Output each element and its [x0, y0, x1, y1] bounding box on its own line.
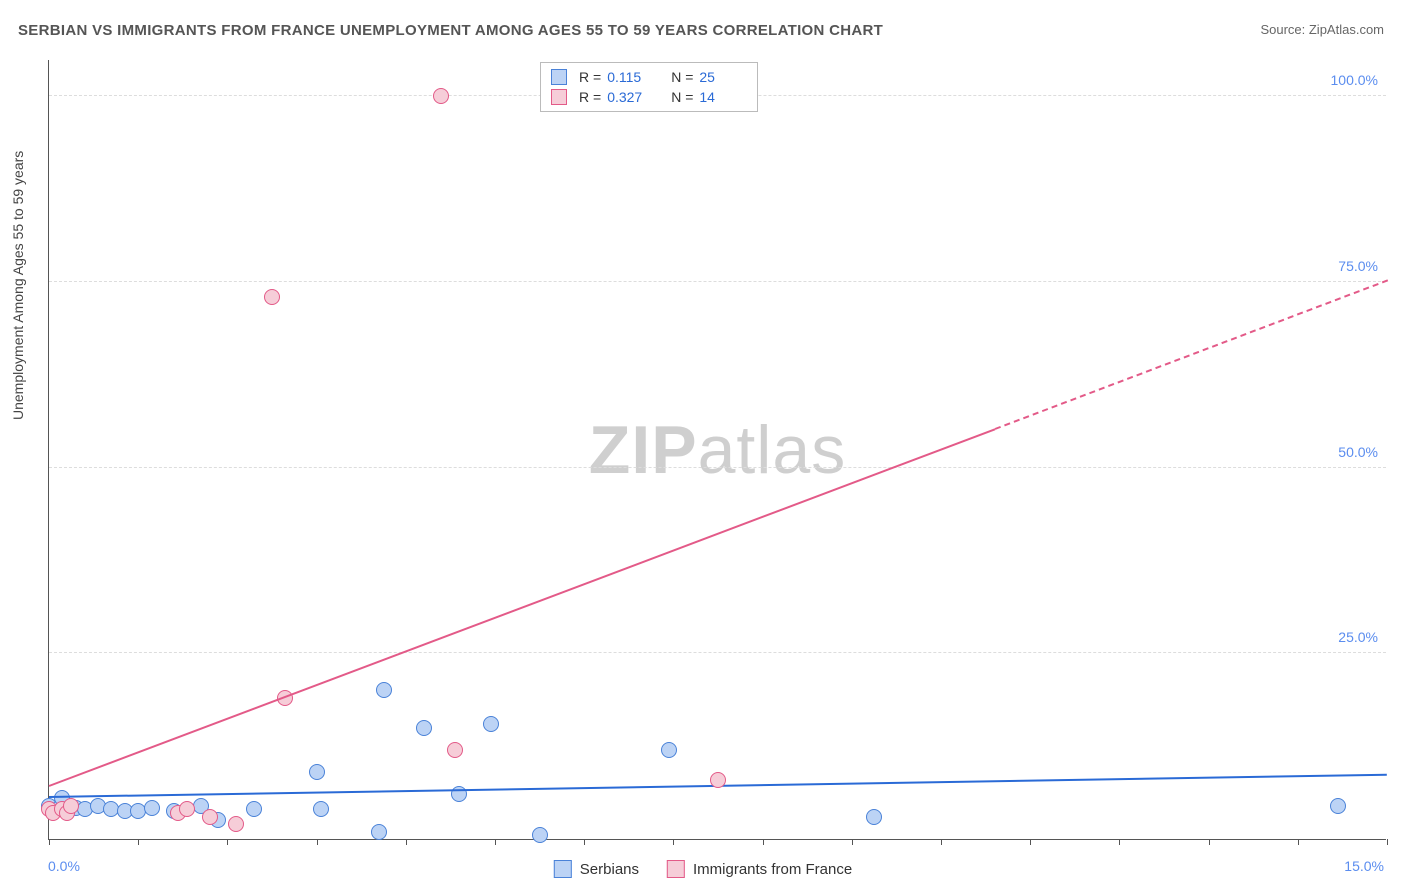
x-tick — [406, 839, 407, 845]
x-tick — [317, 839, 318, 845]
gridline — [49, 281, 1386, 282]
data-point — [483, 716, 499, 732]
x-tick — [1209, 839, 1210, 845]
legend-item: Immigrants from France — [667, 860, 852, 878]
n-label: N = — [671, 89, 693, 105]
legend-row: R = 0.115 N = 25 — [551, 67, 747, 87]
x-axis-min-label: 0.0% — [48, 858, 80, 874]
x-tick — [49, 839, 50, 845]
x-tick — [673, 839, 674, 845]
data-point — [447, 742, 463, 758]
data-point — [246, 801, 262, 817]
y-tick-label: 75.0% — [1338, 258, 1378, 274]
legend-item: Serbians — [554, 860, 639, 878]
x-tick — [495, 839, 496, 845]
r-label: R = — [579, 69, 601, 85]
data-point — [63, 798, 79, 814]
data-point — [179, 801, 195, 817]
legend-label: Serbians — [580, 861, 639, 878]
data-point — [309, 764, 325, 780]
data-point — [532, 827, 548, 843]
n-value: 25 — [699, 69, 747, 85]
legend-row: R = 0.327 N = 14 — [551, 87, 747, 107]
data-point — [416, 720, 432, 736]
x-axis-max-label: 15.0% — [1344, 858, 1384, 874]
x-tick — [1298, 839, 1299, 845]
legend-swatch — [667, 860, 685, 878]
legend-swatch — [551, 69, 567, 85]
legend-swatch — [551, 89, 567, 105]
data-point — [313, 801, 329, 817]
legend-swatch — [554, 860, 572, 878]
trend-line — [49, 428, 995, 786]
data-point — [866, 809, 882, 825]
data-point — [228, 816, 244, 832]
correlation-legend: R = 0.115 N = 25 R = 0.327 N = 14 — [540, 62, 758, 112]
data-point — [661, 742, 677, 758]
plot-area: ZIPatlas 25.0% 50.0% 75.0% 100.0% — [48, 60, 1386, 840]
source-attribution: Source: ZipAtlas.com — [1260, 22, 1384, 37]
y-tick-label: 50.0% — [1338, 444, 1378, 460]
chart-title: SERBIAN VS IMMIGRANTS FROM FRANCE UNEMPL… — [18, 22, 883, 39]
data-point — [376, 682, 392, 698]
y-axis-title: Unemployment Among Ages 55 to 59 years — [10, 151, 26, 420]
r-value: 0.327 — [607, 89, 655, 105]
r-value: 0.115 — [607, 69, 655, 85]
n-label: N = — [671, 69, 693, 85]
x-tick — [138, 839, 139, 845]
r-label: R = — [579, 89, 601, 105]
data-point — [371, 824, 387, 840]
data-point — [202, 809, 218, 825]
gridline — [49, 467, 1386, 468]
series-legend: Serbians Immigrants from France — [554, 860, 852, 878]
x-tick — [941, 839, 942, 845]
trend-line — [994, 280, 1387, 430]
y-tick-label: 100.0% — [1331, 72, 1378, 88]
data-point — [433, 88, 449, 104]
data-point — [264, 289, 280, 305]
x-tick — [227, 839, 228, 845]
legend-label: Immigrants from France — [693, 861, 852, 878]
x-tick — [763, 839, 764, 845]
gridline — [49, 652, 1386, 653]
x-tick — [1030, 839, 1031, 845]
x-tick — [584, 839, 585, 845]
x-tick — [1119, 839, 1120, 845]
x-tick — [1387, 839, 1388, 845]
data-point — [144, 800, 160, 816]
x-tick — [852, 839, 853, 845]
watermark: ZIPatlas — [589, 411, 846, 489]
y-tick-label: 25.0% — [1338, 629, 1378, 645]
n-value: 14 — [699, 89, 747, 105]
data-point — [710, 772, 726, 788]
data-point — [1330, 798, 1346, 814]
